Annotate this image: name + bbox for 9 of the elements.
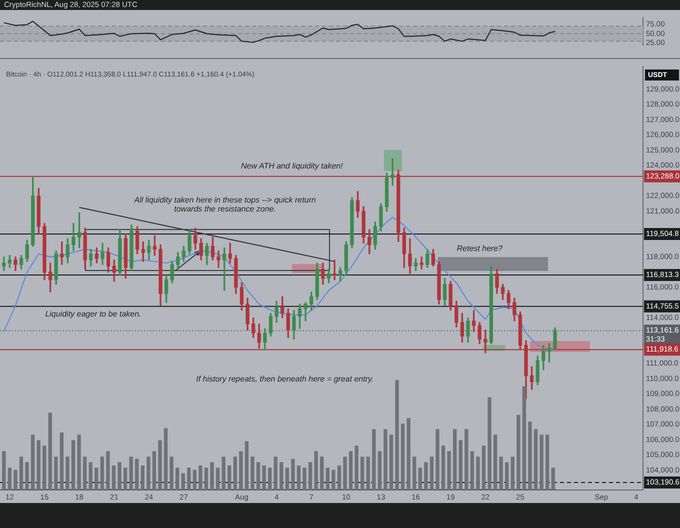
- candlestick: [332, 260, 336, 280]
- annotation: New ATH and liquidity taken!: [241, 162, 344, 171]
- candlestick: [420, 256, 424, 270]
- candlestick: [390, 158, 394, 186]
- annotation: Liquidity eager to be taken.: [45, 309, 142, 318]
- annotation: If history repeats, then beneath here = great entry.: [196, 374, 374, 384]
- candlestick: [216, 250, 220, 268]
- annotation: All liquidity taken here in these tops --> quick return towards the resistance zone.: [133, 195, 316, 214]
- annotation: Retest here?: [456, 244, 504, 253]
